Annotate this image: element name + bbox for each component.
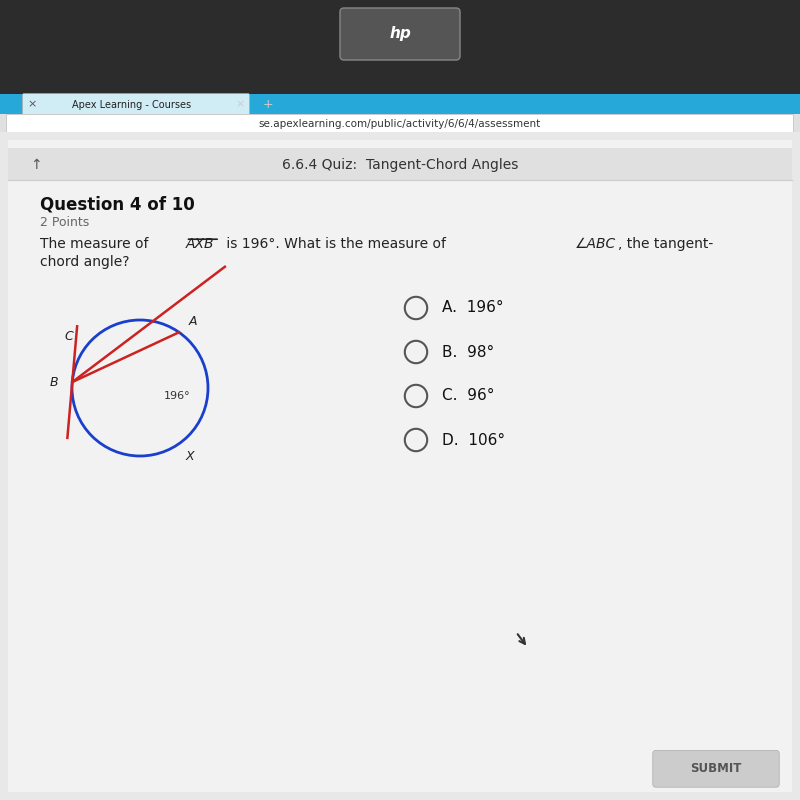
Text: hp: hp — [389, 26, 411, 41]
Text: 2 Points: 2 Points — [40, 216, 90, 229]
Text: chord angle?: chord angle? — [40, 254, 130, 269]
Text: AXB: AXB — [186, 237, 214, 251]
Text: C: C — [64, 330, 73, 343]
Text: C.  96°: C. 96° — [442, 389, 494, 403]
FancyBboxPatch shape — [8, 148, 792, 180]
Text: B: B — [50, 375, 58, 389]
Text: is 196°. What is the measure of: is 196°. What is the measure of — [222, 237, 450, 251]
Text: ↑: ↑ — [30, 158, 42, 172]
Text: Question 4 of 10: Question 4 of 10 — [40, 195, 194, 213]
Text: A.  196°: A. 196° — [442, 301, 503, 315]
Text: 6.6.4 Quiz:  Tangent-Chord Angles: 6.6.4 Quiz: Tangent-Chord Angles — [282, 158, 518, 172]
FancyBboxPatch shape — [22, 94, 250, 117]
Text: A: A — [189, 315, 197, 328]
Text: 196°: 196° — [164, 391, 190, 401]
FancyBboxPatch shape — [340, 8, 460, 60]
Text: X: X — [186, 450, 194, 463]
Text: Apex Learning - Courses: Apex Learning - Courses — [72, 100, 191, 110]
Text: B.  98°: B. 98° — [442, 345, 494, 359]
Text: se.apexlearning.com/public/activity/6/6/4/assessment: se.apexlearning.com/public/activity/6/6/… — [259, 119, 541, 129]
Text: , the tangent-: , the tangent- — [618, 237, 713, 251]
Text: ∠ABC: ∠ABC — [574, 237, 616, 251]
FancyBboxPatch shape — [8, 140, 792, 792]
Text: ×: × — [27, 100, 37, 110]
FancyBboxPatch shape — [0, 0, 800, 96]
Text: SUBMIT: SUBMIT — [690, 762, 742, 775]
Text: +: + — [262, 98, 274, 111]
Text: D.  106°: D. 106° — [442, 433, 505, 447]
FancyBboxPatch shape — [653, 750, 779, 787]
FancyBboxPatch shape — [0, 114, 800, 132]
Text: The measure of: The measure of — [40, 237, 153, 251]
FancyBboxPatch shape — [0, 94, 800, 116]
Text: ×: × — [235, 100, 245, 110]
FancyBboxPatch shape — [0, 132, 800, 800]
FancyBboxPatch shape — [6, 114, 794, 133]
